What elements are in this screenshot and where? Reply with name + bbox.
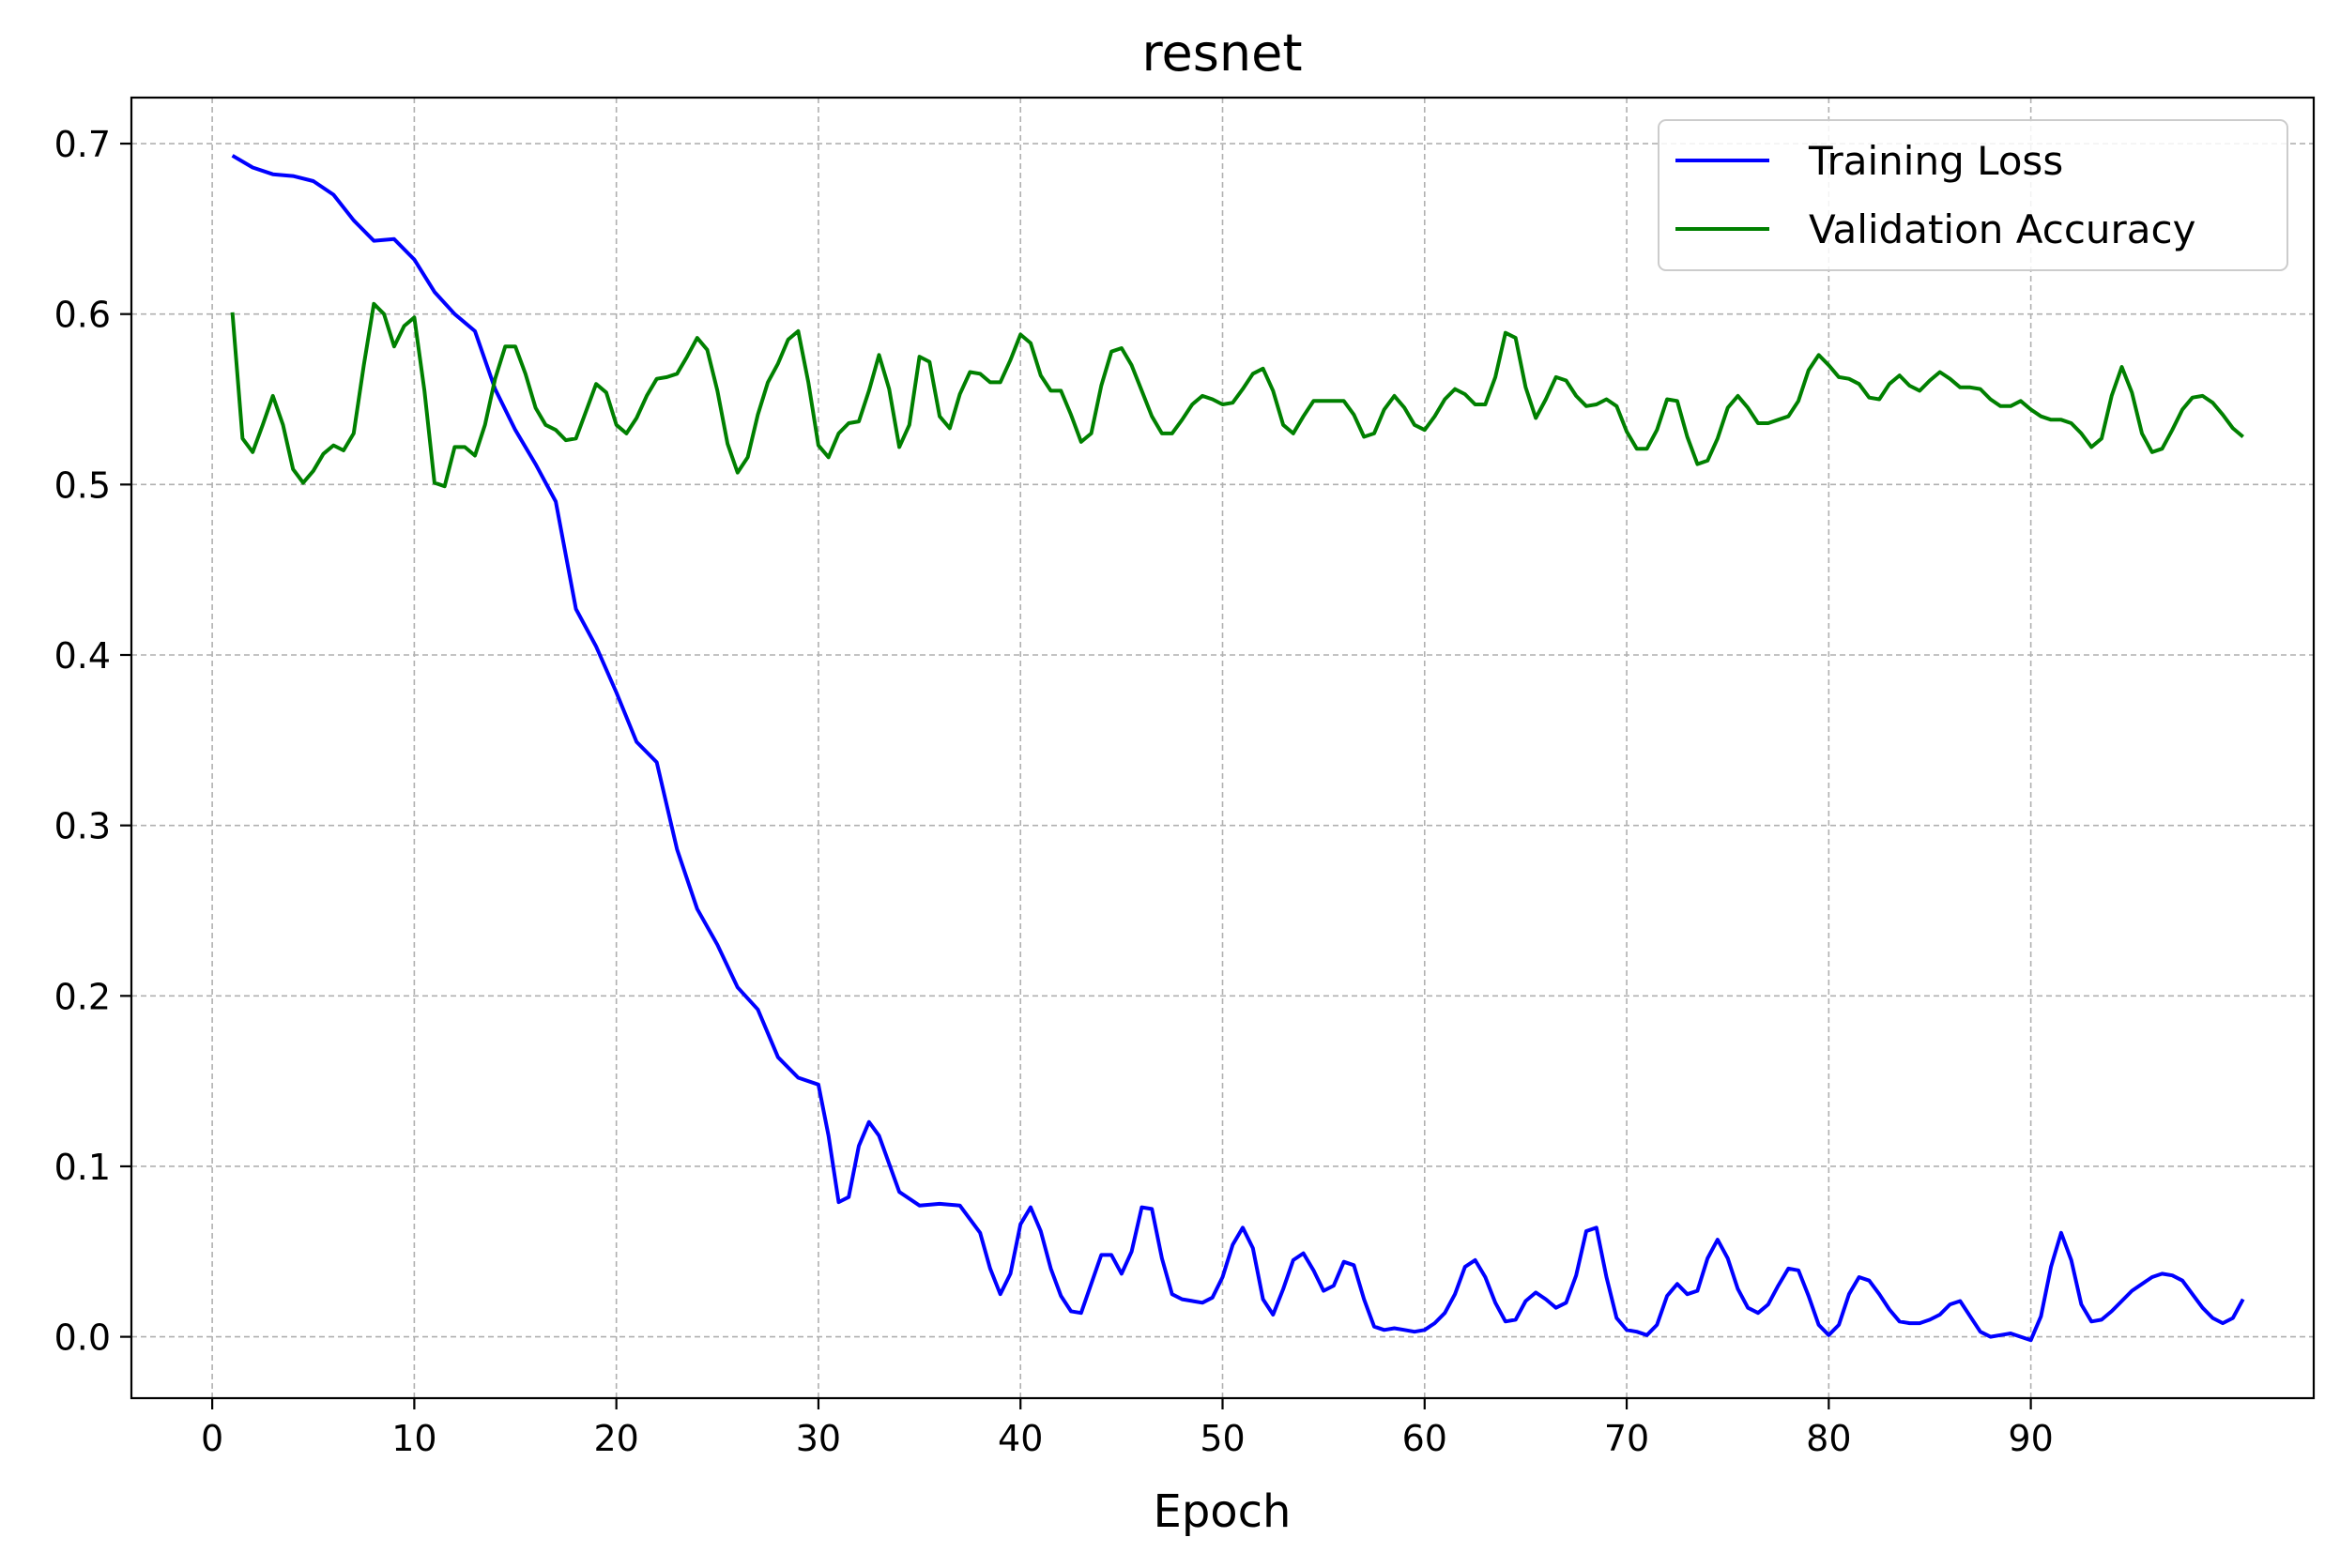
series-line-training-loss xyxy=(231,154,2245,1343)
y-tick-label: 0.3 xyxy=(54,806,111,847)
grid-lines xyxy=(131,98,2314,1398)
y-axis-ticks: 0.0 0.1 0.2 0.3 0.4 0.5 0.6 0.7 xyxy=(54,124,131,1359)
y-tick-label: 0.7 xyxy=(54,124,111,165)
y-tick-label: 0.1 xyxy=(54,1147,111,1188)
x-tick-label: 50 xyxy=(1200,1418,1245,1459)
x-tick-label: 40 xyxy=(998,1418,1043,1459)
series-lines xyxy=(230,154,2245,1343)
x-axis-label: Epoch xyxy=(1154,1485,1292,1538)
x-tick-label: 60 xyxy=(1402,1418,1447,1459)
x-tick-label: 70 xyxy=(1604,1418,1649,1459)
y-tick-label: 0.0 xyxy=(54,1317,111,1359)
x-tick-label: 20 xyxy=(593,1418,638,1459)
x-axis-ticks: 0 10 20 30 40 50 60 70 80 90 xyxy=(201,1398,2054,1459)
x-tick-label: 0 xyxy=(201,1418,223,1459)
x-tick-label: 80 xyxy=(1806,1418,1851,1459)
y-tick-label: 0.2 xyxy=(54,976,111,1017)
chart-title: resnet xyxy=(1142,23,1303,83)
x-tick-label: 10 xyxy=(391,1418,436,1459)
x-tick-label: 90 xyxy=(2008,1418,2053,1459)
y-tick-label: 0.6 xyxy=(54,295,111,336)
legend: Training Loss Validation Accuracy xyxy=(1658,119,2288,271)
legend-box xyxy=(1658,119,2288,271)
y-tick-label: 0.5 xyxy=(54,464,111,506)
y-tick-label: 0.4 xyxy=(54,635,111,677)
x-tick-label: 30 xyxy=(796,1418,841,1459)
legend-label-training-loss: Training Loss xyxy=(1808,138,2063,184)
series-line-validation-accuracy xyxy=(230,301,2244,489)
legend-label-validation-accuracy: Validation Accuracy xyxy=(1809,206,2196,252)
